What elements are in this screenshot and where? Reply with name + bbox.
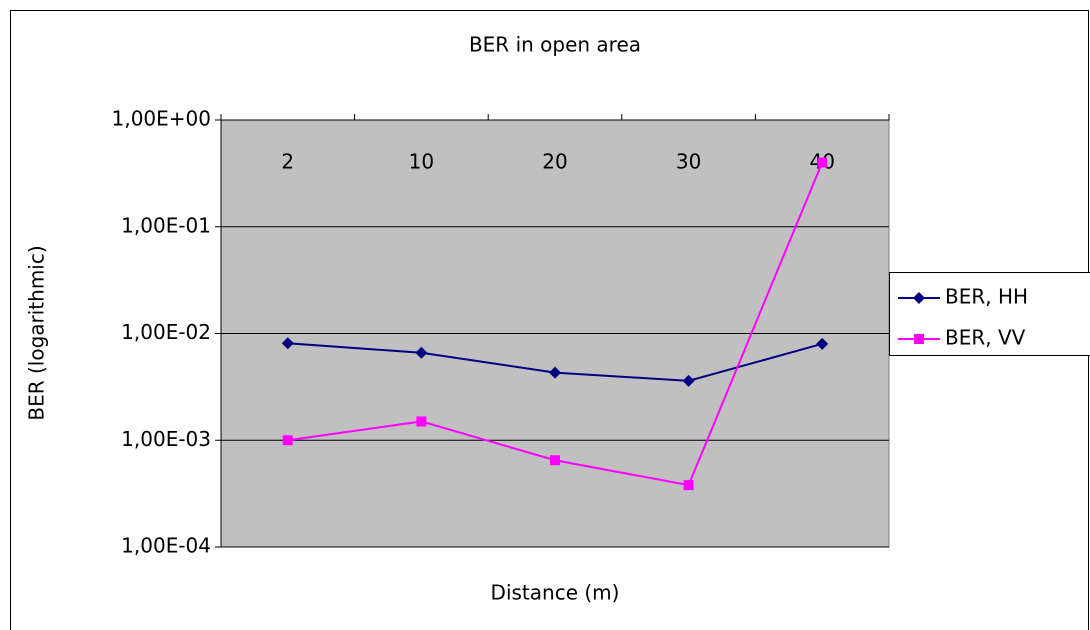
y-tick-label: 1,00E-02 [121,320,211,344]
data-point [683,480,694,491]
data-point [415,346,428,359]
data-point [416,416,427,427]
y-axis-title-group: BER (logarithmic) [25,245,49,420]
y-tick-label: 1,00E+00 [112,107,211,131]
x-tick-label: 2 [281,150,294,174]
legend-marker [914,334,924,344]
legend-label: BER, HH [945,285,1028,309]
data-point [550,455,560,466]
data-point [682,374,695,387]
y-tick-label: 1,00E-04 [121,534,211,558]
y-tick-label: 1,00E-03 [121,427,211,451]
legend-marker [913,292,925,304]
data-point [817,157,828,168]
data-point [282,435,293,446]
data-point [816,337,829,350]
x-axis-title: Distance (m) [491,581,620,605]
y-axis-title: BER (logarithmic) [25,245,49,420]
legend-label: BER, VV [945,326,1026,350]
data-point [549,366,561,379]
y-tick-label: 1,00E-01 [121,213,211,237]
x-tick-label: 30 [676,150,701,174]
chart-title: BER in open area [469,33,641,57]
data-point [281,337,294,350]
x-tick-label: 10 [409,150,434,174]
x-tick-label: 20 [542,150,567,174]
